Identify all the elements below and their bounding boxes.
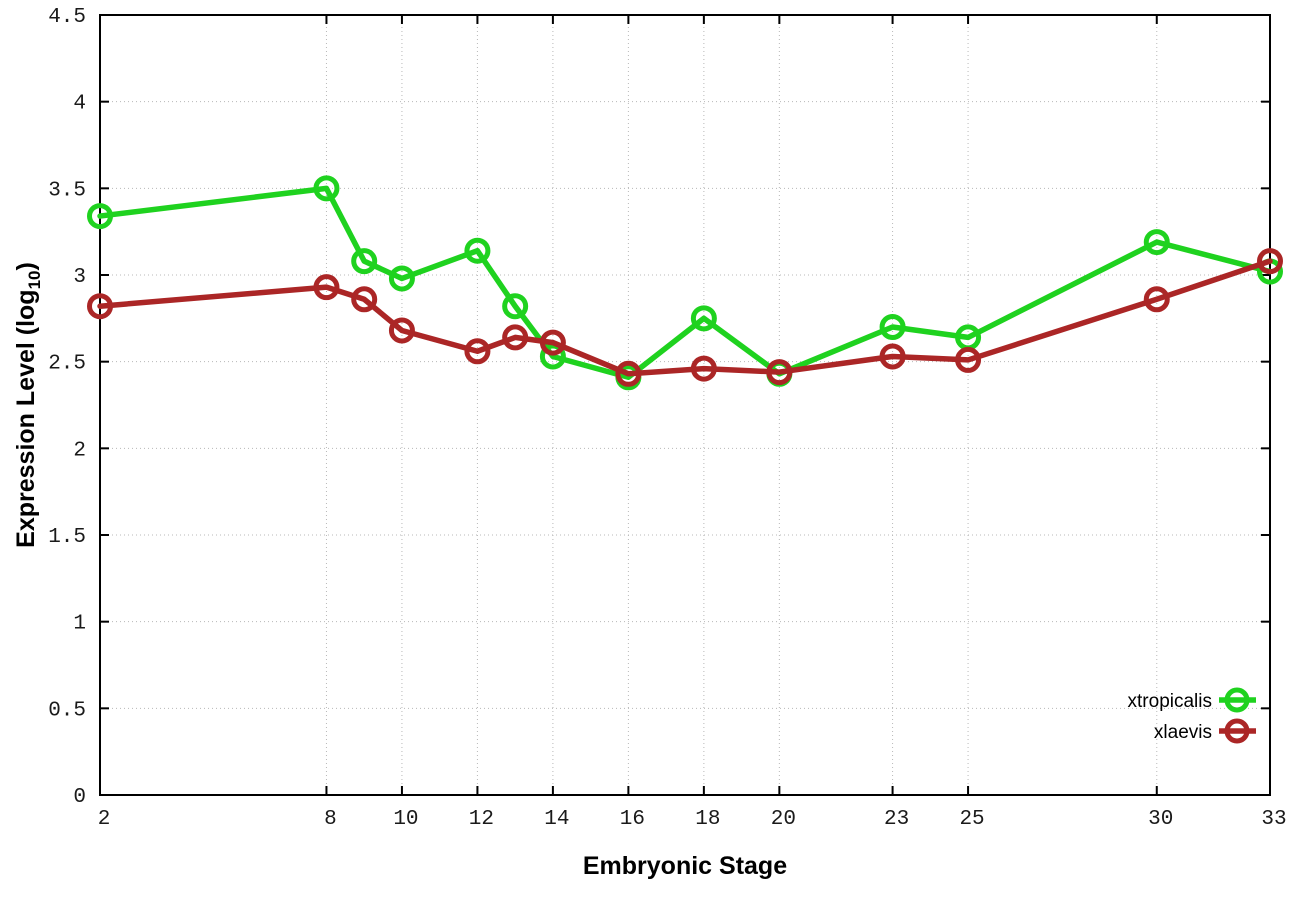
x-tick-label: 33 — [1261, 808, 1286, 831]
x-tick-label: 2 — [98, 808, 111, 831]
series-xtropicalis-point — [879, 314, 906, 340]
series-xtropicalis-point — [1143, 229, 1170, 256]
legend-sample-marker-xlaevis — [1224, 718, 1250, 744]
y-tick-label: 0.5 — [48, 699, 86, 722]
x-tick-label: 14 — [544, 808, 569, 831]
series-xtropicalis-point — [539, 343, 566, 370]
plot-border — [99, 14, 1271, 796]
series-xtropicalis-point — [502, 293, 529, 320]
series-xlaevis-point — [351, 286, 378, 313]
legend-sample-marker-xtropicalis — [1224, 687, 1250, 713]
x-tick-label: 12 — [469, 808, 494, 831]
y-tick-label: 1.5 — [48, 526, 86, 549]
series-xtropicalis-line — [97, 185, 1273, 381]
series-xlaevis-point — [1143, 286, 1170, 313]
legend-label-xlaevis: xlaevis — [1154, 722, 1212, 743]
series-xlaevis-point — [1257, 248, 1283, 275]
tick-marks — [99, 14, 1271, 796]
series-xtropicalis-point — [464, 237, 491, 264]
y-tick-label: 2 — [73, 439, 86, 462]
y-axis-title: Expression Level (log10) — [12, 262, 44, 548]
series-xlaevis-point — [313, 274, 340, 301]
series-xlaevis-point — [87, 293, 113, 320]
x-axis-title: Embryonic Stage — [583, 852, 787, 880]
y-tick-label: 3.5 — [48, 179, 86, 202]
series-xlaevis-line — [97, 258, 1273, 377]
x-tick-label: 10 — [393, 808, 418, 831]
legend: xtropicalis xlaevis — [1128, 687, 1256, 744]
grid — [99, 14, 1271, 796]
series-xlaevis-point — [539, 329, 566, 356]
series-xtropicalis-point — [351, 248, 378, 275]
series-xlaevis-point — [502, 324, 529, 351]
legend-label-xtropicalis: xtropicalis — [1128, 691, 1212, 712]
y-tick-label: 1 — [73, 613, 86, 636]
x-tick-label: 23 — [884, 808, 909, 831]
x-tick-label: 25 — [959, 808, 984, 831]
series-xtropicalis-point — [690, 305, 717, 332]
series-xlaevis-point — [464, 338, 491, 365]
x-tick-label: 30 — [1148, 808, 1173, 831]
series-xtropicalis — [87, 175, 1283, 391]
series-xtropicalis-point — [87, 203, 113, 230]
series-xlaevis — [87, 248, 1283, 387]
x-tick-label: 16 — [620, 808, 645, 831]
series-xlaevis-point — [388, 317, 415, 344]
y-tick-label: 2.5 — [48, 353, 86, 376]
y-tick-label: 4.5 — [48, 6, 86, 29]
x-tick-label: 20 — [771, 808, 796, 831]
series-xlaevis-point — [879, 343, 906, 370]
x-tick-label: 8 — [324, 808, 337, 831]
series-xlaevis-point — [955, 346, 982, 373]
series-xlaevis-point — [690, 355, 717, 382]
y-tick-label: 0 — [73, 786, 86, 809]
series-xlaevis-point — [615, 360, 642, 387]
x-tick-label: 18 — [695, 808, 720, 831]
series-xtropicalis-point — [313, 175, 340, 202]
y-tick-label: 3 — [73, 266, 86, 289]
series-xlaevis-point — [766, 359, 793, 386]
tick-labels: 0 0.5 1 1.5 2 2.5 3 3.5 4 4.5 2 8 10 12 14 16 18 20 23 25 30… — [48, 6, 1286, 831]
y-tick-label: 4 — [73, 93, 86, 116]
series-xtropicalis-point — [388, 265, 415, 292]
